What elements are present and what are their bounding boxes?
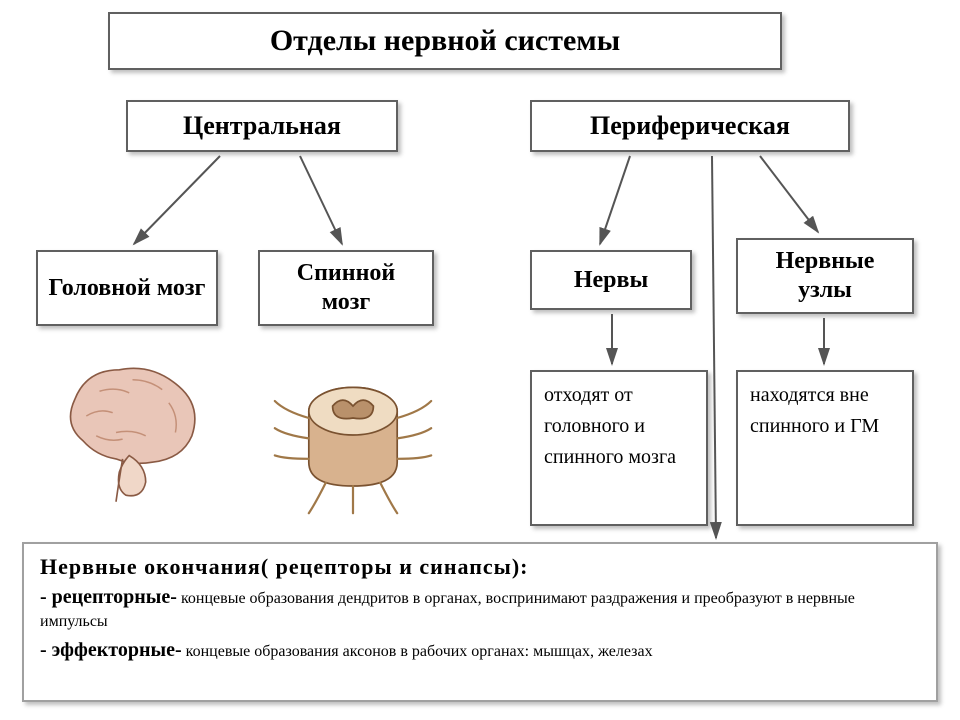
ganglia-box: Нервные узлы xyxy=(736,238,914,314)
peripheral-label: Периферическая xyxy=(590,111,790,141)
nerves-box: Нервы xyxy=(530,250,692,310)
bottom-line-1: - рецепторные- концевые образования денд… xyxy=(40,584,920,633)
ganglia-desc: находятся вне спинного и ГМ xyxy=(750,384,879,437)
brain-icon xyxy=(45,350,220,515)
nerves-desc-box: отходят от головного и спинного мозга xyxy=(530,370,708,526)
spinal-box: Спинной мозг xyxy=(258,250,434,326)
receptor-bold: - рецепторные- xyxy=(40,586,177,608)
ganglia-desc-box: находятся вне спинного и ГМ xyxy=(736,370,914,526)
title-box: Отделы нервной системы xyxy=(108,12,782,70)
bottom-panel: Нервные окончания( рецепторы и синапсы):… xyxy=(22,542,938,702)
effector-bold: - эффекторные- xyxy=(40,639,182,661)
central-box: Центральная xyxy=(126,100,398,152)
spinal-cord-icon xyxy=(263,350,443,520)
nerves-desc: отходят от головного и спинного мозга xyxy=(544,384,676,468)
nerves-label: Нервы xyxy=(574,266,648,295)
effector-rest: концевые образования аксонов в рабочих о… xyxy=(182,643,653,660)
bottom-line-2: - эффекторные- концевые образования аксо… xyxy=(40,637,920,664)
central-label: Центральная xyxy=(183,111,341,141)
ganglia-label: Нервные узлы xyxy=(748,247,902,305)
brain-image xyxy=(40,345,225,520)
spinal-image xyxy=(258,345,448,525)
title-text: Отделы нервной системы xyxy=(270,24,620,58)
bottom-title: Нервные окончания( рецепторы и синапсы): xyxy=(40,554,920,580)
spinal-label: Спинной мозг xyxy=(270,259,422,317)
brain-label: Головной мозг xyxy=(49,274,206,303)
peripheral-box: Периферическая xyxy=(530,100,850,152)
brain-box: Головной мозг xyxy=(36,250,218,326)
